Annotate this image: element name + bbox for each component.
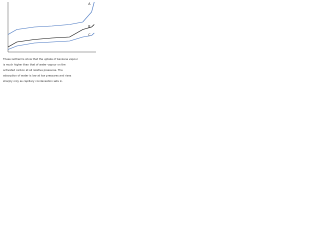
caption-line: These isotherms show that the uptake of … (3, 57, 79, 61)
chart: These isotherms show that the uptake of … (3, 1, 96, 83)
caption-line: activated carbon at all relative pressur… (3, 68, 63, 72)
caption-line: adsorption of water is low at low pressu… (3, 74, 72, 78)
caption-line: sharply only as capillary condensation s… (3, 79, 63, 83)
caption-line: is much higher than that of water vapour… (3, 63, 66, 67)
caption: These isotherms show that the uptake of … (3, 57, 79, 83)
series-line (7, 32, 95, 50)
series-line (7, 1, 95, 35)
series-label: C (88, 33, 91, 37)
series-label: B (88, 25, 90, 29)
series-label: A (88, 2, 91, 6)
series-line (7, 24, 95, 48)
